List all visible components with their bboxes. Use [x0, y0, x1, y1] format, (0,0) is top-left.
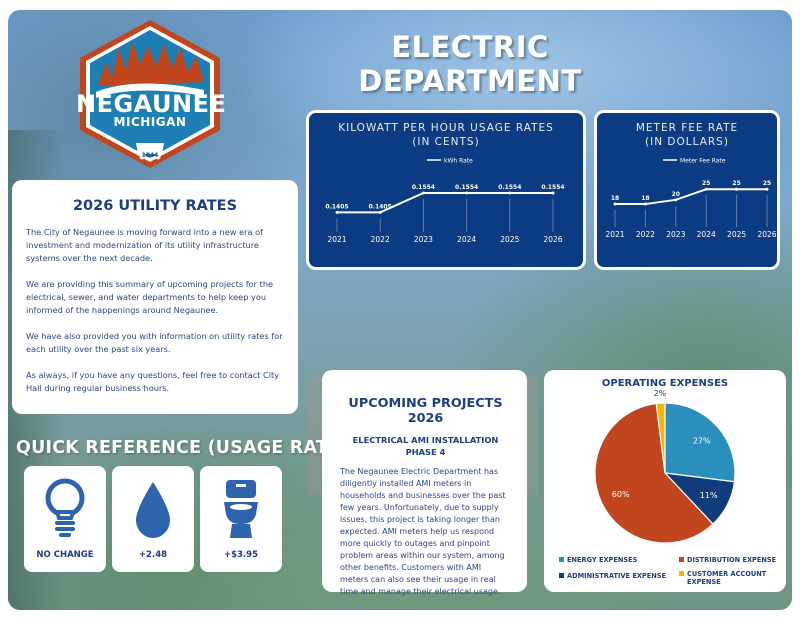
data-point: [378, 210, 382, 214]
legend-swatch: [559, 573, 564, 578]
kwh-chart-plot: kWh Rate 0.1405 0.1405 0.1554 0.1554 0.1554 0.…: [325, 158, 564, 245]
utility-rates-title: 2026 UTILITY RATES: [72, 198, 238, 214]
data-label: 18: [641, 195, 649, 202]
data-label: 0.1554: [455, 184, 478, 191]
data-point: [735, 187, 739, 191]
projects-body: The Negaunee Electric Department has dil…: [340, 467, 506, 596]
legend-distribution: DISTRIBUTION EXPENSE: [679, 556, 777, 564]
quick-ref-sewer-value: +$3.95: [223, 550, 258, 560]
data-label: 0.1554: [541, 184, 564, 191]
kwh-chart-title-line1: KILOWATT PER HOUR USAGE RATES: [338, 122, 554, 134]
data-point: [643, 202, 647, 206]
x-tick-label: 2023: [666, 230, 685, 239]
kwh-chart-title-line2: (IN CENTS): [412, 136, 480, 148]
legend-label: Meter Fee Rate: [680, 158, 726, 165]
pie-slice: [664, 402, 736, 483]
quick-ref-electric-value: NO CHANGE: [36, 550, 94, 560]
legend-label: ADMINISTRATIVE EXPENSE: [567, 572, 667, 580]
data-point: [508, 191, 512, 195]
fee-chart-title-line1: METER FEE RATE: [635, 122, 739, 134]
lightbulb-icon: [45, 478, 85, 537]
x-tick-label: 2022: [636, 230, 655, 239]
data-label: 0.1405: [369, 203, 392, 210]
pie-slice: [655, 402, 666, 474]
projects-subtitle: ELECTRICAL AMI INSTALLATION PHASE 4: [340, 434, 511, 458]
series-line: [337, 191, 553, 214]
legend-swatch: [679, 557, 684, 562]
projects-subtitle-line2: PHASE 4: [405, 447, 446, 457]
utility-rates-card: 2026 UTILITY RATES The City of Negaunee …: [12, 180, 298, 414]
data-point: [551, 191, 555, 195]
x-tick-label: 2024: [697, 230, 716, 239]
data-point: [704, 187, 708, 191]
legend-energy: ENERGY EXPENSES: [559, 556, 638, 564]
kwh-chart-title: KILOWATT PER HOUR USAGE RATES (IN CENTS): [309, 121, 583, 149]
quick-ref-water: +2.48: [112, 466, 194, 572]
data-label: 0.1554: [412, 184, 435, 191]
legend-swatch: [679, 571, 684, 576]
meter-fee-chart: METER FEE RATE (IN DOLLARS) Meter Fee Ra…: [594, 110, 780, 270]
pie-slice: [594, 402, 714, 544]
pie-label: 2%: [654, 389, 667, 398]
quick-reference-title: QUICK REFERENCE (USAGE RATES): [16, 438, 362, 458]
logo-state-name: MICHIGAN: [113, 115, 187, 129]
fee-chart-title-line2: (IN DOLLARS): [645, 136, 729, 148]
data-label: 25: [732, 180, 740, 187]
data-label: 18: [611, 195, 619, 202]
operating-expenses-card: OPERATING EXPENSES 27% 11% 60% 2% ENERGY EX…: [544, 370, 786, 592]
x-tick-label: 2021: [605, 230, 624, 239]
x-tick-label: 2025: [500, 235, 519, 244]
water-drop-icon: [136, 482, 170, 538]
x-tick-label: 2026: [757, 230, 776, 239]
x-tick-label: 2024: [457, 235, 476, 244]
quick-ref-sewer: +$3.95: [200, 466, 282, 572]
legend-swatch: [559, 557, 564, 562]
x-tick-label: 2025: [727, 230, 746, 239]
legend-administrative: ADMINISTRATIVE EXPENSE: [559, 572, 667, 580]
data-point: [613, 202, 617, 206]
x-tick-label: 2026: [543, 235, 562, 244]
x-tick-label: 2022: [371, 235, 390, 244]
legend-label: DISTRIBUTION EXPENSE: [687, 556, 777, 564]
page-title: ELECTRIC DEPARTMENT: [358, 30, 582, 98]
pie-chart-plot: 27% 11% 60% 2%: [594, 389, 736, 544]
kwh-rate-chart: KILOWATT PER HOUR USAGE RATES (IN CENTS)…: [306, 110, 586, 270]
legend-label: kWh Rate: [444, 158, 473, 165]
legend-label: CUSTOMER ACCOUNT EXPENSE: [687, 570, 767, 586]
data-label: 25: [702, 180, 710, 187]
data-label: 0.1554: [498, 184, 521, 191]
projects-subtitle-line1: ELECTRICAL AMI INSTALLATION: [352, 435, 499, 445]
pie-chart-title: OPERATING EXPENSES: [601, 378, 729, 389]
data-label: 25: [763, 180, 771, 187]
data-label: 0.1405: [325, 203, 348, 210]
legend-label: ENERGY EXPENSES: [567, 556, 638, 564]
projects-title: UPCOMING PROJECTS 2026: [348, 396, 503, 426]
data-point: [421, 191, 425, 195]
legend-customer-account: CUSTOMER ACCOUNT EXPENSE: [679, 570, 777, 586]
data-label: 20: [672, 191, 680, 198]
rates-paragraph-2: We are providing this summary of upcomin…: [26, 279, 274, 315]
x-tick-label: 2023: [414, 235, 433, 244]
pie-label: 11%: [700, 491, 718, 500]
x-tick-label: 2021: [327, 235, 346, 244]
rates-paragraph-4: As always, if you have any questions, fe…: [26, 370, 280, 393]
data-point: [465, 191, 469, 195]
rates-paragraph-1: The City of Negaunee is moving forward i…: [26, 227, 263, 263]
series-line: [615, 188, 767, 206]
logo-year: 1844: [141, 152, 159, 159]
negaunee-logo: [80, 20, 220, 168]
pie-label: 60%: [612, 490, 630, 499]
rates-paragraph-3: We have also provided you with informati…: [26, 331, 283, 354]
logo-city-name: NEGAUNEE: [76, 90, 227, 118]
toilet-icon: [224, 480, 258, 538]
upcoming-projects-card: UPCOMING PROJECTS 2026 ELECTRICAL AMI IN…: [322, 370, 527, 596]
pie-label: 27%: [693, 437, 711, 446]
quick-ref-water-value: +2.48: [138, 550, 168, 560]
data-point: [674, 198, 678, 202]
data-point: [335, 210, 339, 214]
quick-ref-electric: NO CHANGE: [24, 466, 106, 572]
data-point: [765, 187, 769, 191]
fee-chart-title: METER FEE RATE (IN DOLLARS): [597, 121, 777, 149]
